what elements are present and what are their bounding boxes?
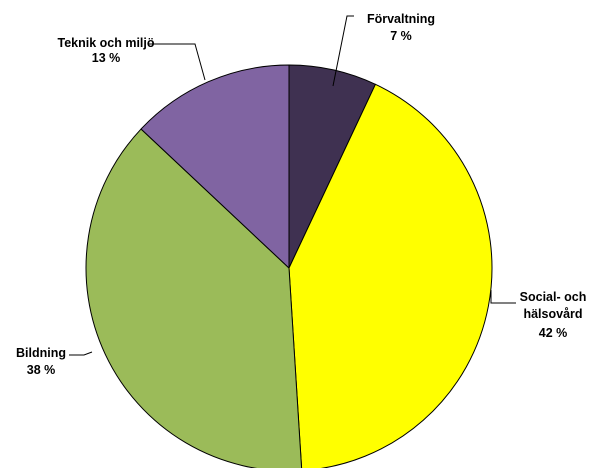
pie-slice-bildning (85, 128, 303, 468)
slice-value-teknik: 13 % (92, 51, 121, 65)
label-social-och-halsovard: Social- och hälsovård 42 % (520, 290, 587, 340)
pie-slices (85, 64, 493, 468)
label-teknik-och-miljo: Teknik och miljö 13 % (57, 36, 154, 65)
leader-lines (69, 15, 516, 356)
label-bildning: Bildning 38 % (16, 346, 66, 377)
slice-label-forvaltning: Förvaltning (367, 12, 435, 26)
leader-line-social (490, 290, 516, 304)
slice-label-teknik: Teknik och miljö (57, 36, 154, 50)
leader-line-teknik (148, 43, 206, 81)
slice-label-bildning: Bildning (16, 346, 66, 360)
leader-line-forvaltning (332, 15, 354, 87)
leader-line-bildning (69, 351, 93, 356)
slice-label-social-line2: hälsovård (523, 307, 582, 321)
slice-value-forvaltning: 7 % (390, 29, 412, 43)
pie-slice-teknik-och-miljo (140, 64, 290, 269)
slice-label-social-line1: Social- och (520, 290, 587, 304)
label-forvaltning: Förvaltning 7 % (367, 12, 435, 43)
slice-value-bildning: 38 % (27, 363, 56, 377)
pie-slice-social-och-halsovard (288, 83, 493, 468)
slice-value-social: 42 % (539, 326, 568, 340)
